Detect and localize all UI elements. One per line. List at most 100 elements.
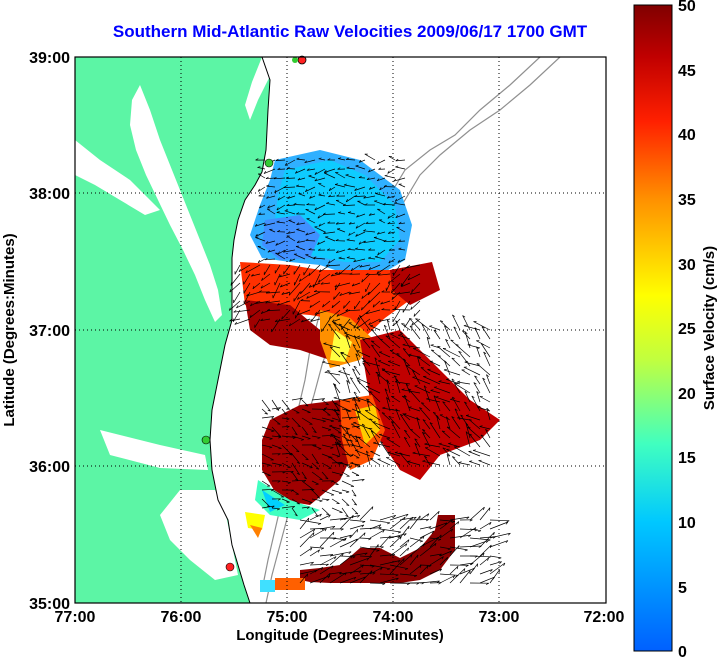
velocity-arrow bbox=[453, 446, 471, 457]
velocity-arrow bbox=[351, 444, 363, 448]
velocity-arrow bbox=[479, 544, 492, 557]
velocity-arrow-head bbox=[381, 412, 385, 414]
velocity-arrow bbox=[338, 212, 346, 215]
velocity-arrow-head bbox=[374, 255, 378, 258]
velocity-arrow-head bbox=[452, 314, 456, 317]
velocity-arrow bbox=[331, 435, 342, 443]
velocity-arrow bbox=[410, 291, 421, 295]
velocity-arrow bbox=[407, 273, 421, 281]
velocity-arrow bbox=[271, 444, 282, 449]
velocity-arrow-head bbox=[336, 250, 339, 254]
velocity-arrow bbox=[471, 395, 481, 412]
velocity-arrow-head bbox=[353, 494, 357, 497]
velocity-arrow bbox=[336, 228, 346, 233]
velocity-arrow bbox=[372, 300, 381, 308]
velocity-arrow-head bbox=[345, 157, 349, 160]
velocity-arrow-head bbox=[301, 319, 304, 323]
velocity-arrow bbox=[397, 334, 411, 340]
velocity-arrow bbox=[257, 167, 266, 170]
velocity-arrow bbox=[339, 555, 353, 566]
velocity-arrow-head bbox=[352, 397, 356, 400]
velocity-arrow bbox=[407, 461, 421, 466]
velocity-arrow-head bbox=[258, 212, 262, 215]
velocity-arrow-head bbox=[308, 284, 312, 288]
velocity-arrow bbox=[388, 156, 396, 161]
chesapeake-bay bbox=[130, 85, 222, 322]
velocity-arrow bbox=[366, 386, 381, 394]
velocity-arrow-head bbox=[345, 174, 349, 176]
velocity-arrow-head bbox=[482, 552, 485, 557]
velocity-arrow bbox=[324, 172, 336, 179]
velocity-arrow-head bbox=[323, 170, 327, 173]
velocity-arrow-head bbox=[259, 205, 262, 209]
colorbar-tick-label: 50 bbox=[678, 0, 696, 15]
velocity-arrow-head bbox=[465, 564, 469, 568]
velocity-arrow bbox=[271, 462, 282, 466]
velocity-arrow bbox=[370, 340, 381, 349]
velocity-arrow-head bbox=[353, 365, 357, 368]
velocity-arrow-head bbox=[338, 492, 343, 495]
velocity-arrow-head bbox=[376, 178, 380, 182]
velocity-arrow bbox=[264, 258, 276, 261]
velocity-arrow-head bbox=[334, 284, 338, 288]
velocity-arrow-head bbox=[422, 419, 426, 422]
velocity-arrow bbox=[368, 257, 376, 260]
velocity-arrow-head bbox=[419, 407, 423, 410]
velocity-arrow-head bbox=[466, 414, 470, 416]
velocity-arrow-head bbox=[305, 404, 309, 407]
velocity-arrow-head bbox=[309, 195, 312, 199]
velocity-arrow-head bbox=[426, 565, 429, 569]
velocity-arrow bbox=[283, 186, 296, 188]
velocity-arrow bbox=[271, 407, 281, 410]
velocity-arrow bbox=[274, 186, 286, 193]
velocity-arrow-head bbox=[344, 572, 347, 576]
velocity-arrow-head bbox=[395, 574, 399, 577]
velocity-arrow bbox=[318, 273, 331, 283]
velocity-arrow-head bbox=[283, 185, 287, 188]
velocity-arrow bbox=[261, 453, 274, 461]
velocity-arrow-head bbox=[387, 221, 391, 225]
velocity-arrow-head bbox=[277, 251, 280, 255]
velocity-arrow bbox=[379, 560, 401, 566]
velocity-arrow bbox=[356, 377, 371, 385]
velocity-arrow-head bbox=[371, 565, 375, 568]
velocity-arrow bbox=[299, 532, 315, 548]
velocity-arrow-head bbox=[334, 556, 337, 560]
velocity-arrow-head bbox=[426, 397, 430, 400]
velocity-arrow bbox=[291, 453, 300, 464]
velocity-arrow-head bbox=[395, 215, 398, 218]
velocity-arrow bbox=[339, 555, 356, 558]
velocity-arrow bbox=[314, 309, 331, 315]
velocity-arrow bbox=[321, 489, 335, 496]
velocity-arrow-head bbox=[352, 344, 356, 347]
velocity-arrow bbox=[319, 565, 334, 575]
velocity-arrow-head bbox=[316, 497, 321, 499]
velocity-arrow bbox=[331, 471, 343, 476]
velocity-arrow-head bbox=[333, 296, 335, 300]
velocity-arrow-head bbox=[267, 205, 270, 209]
velocity-arrow bbox=[348, 291, 361, 295]
velocity-arrow-head bbox=[421, 402, 425, 404]
velocity-arrow bbox=[325, 236, 336, 242]
velocity-arrow bbox=[362, 338, 371, 349]
velocity-arrow bbox=[479, 569, 493, 575]
velocity-arrow-head bbox=[305, 238, 309, 241]
velocity-arrow-head bbox=[361, 295, 364, 299]
velocity-arrow bbox=[334, 282, 351, 288]
velocity-arrow bbox=[338, 264, 351, 275]
velocity-arrow bbox=[369, 418, 381, 430]
velocity-arrow-head bbox=[422, 460, 426, 462]
velocity-arrow-head bbox=[365, 272, 369, 276]
velocity-arrow bbox=[346, 239, 356, 242]
velocity-arrow-head bbox=[419, 515, 421, 519]
velocity-arrow bbox=[333, 322, 341, 331]
velocity-arrow bbox=[439, 556, 448, 566]
velocity-arrow bbox=[266, 291, 281, 294]
velocity-arrow-head bbox=[277, 423, 281, 425]
velocity-arrow bbox=[408, 388, 421, 403]
velocity-arrow-head bbox=[438, 442, 442, 445]
velocity-arrow bbox=[486, 374, 491, 385]
velocity-arrow bbox=[391, 421, 401, 439]
velocity-arrow-head bbox=[357, 380, 361, 382]
velocity-arrow-head bbox=[445, 339, 449, 342]
